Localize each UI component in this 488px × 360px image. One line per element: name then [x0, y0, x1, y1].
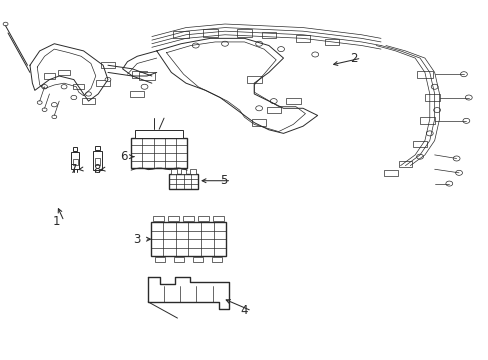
Bar	[193, 257, 203, 262]
Text: 8: 8	[93, 163, 100, 176]
Circle shape	[311, 52, 318, 57]
Bar	[95, 146, 100, 150]
Circle shape	[41, 85, 47, 89]
Circle shape	[141, 84, 148, 89]
Bar	[252, 120, 265, 126]
Circle shape	[52, 115, 57, 119]
Circle shape	[426, 131, 432, 136]
Circle shape	[105, 77, 111, 82]
Bar	[213, 216, 224, 221]
Bar	[73, 158, 78, 165]
Circle shape	[192, 43, 199, 48]
Bar	[262, 32, 275, 38]
Circle shape	[61, 85, 67, 89]
Bar	[183, 216, 193, 221]
Text: 6: 6	[120, 150, 127, 163]
Bar	[132, 71, 147, 78]
Circle shape	[416, 154, 423, 159]
Bar	[325, 39, 338, 45]
Text: 7: 7	[70, 163, 78, 176]
Bar	[101, 62, 115, 68]
Bar	[246, 76, 261, 83]
Bar	[398, 161, 411, 167]
Bar	[135, 130, 183, 138]
Bar	[266, 107, 280, 113]
Bar	[139, 72, 155, 80]
Bar	[93, 151, 102, 170]
Bar	[44, 73, 55, 78]
Text: 5: 5	[220, 174, 227, 187]
Circle shape	[430, 84, 437, 89]
Circle shape	[452, 156, 459, 161]
Bar	[155, 257, 164, 262]
Bar	[412, 141, 426, 147]
Circle shape	[270, 99, 277, 104]
Circle shape	[277, 46, 284, 51]
Bar	[171, 169, 177, 174]
Bar	[198, 216, 208, 221]
Bar	[416, 71, 432, 78]
Bar	[211, 257, 221, 262]
Circle shape	[42, 108, 47, 112]
Circle shape	[460, 72, 467, 77]
Bar	[150, 222, 226, 256]
Bar	[180, 169, 186, 174]
Bar	[73, 84, 84, 89]
Circle shape	[455, 170, 462, 175]
Bar	[73, 147, 77, 151]
Bar	[295, 35, 310, 42]
Text: 4: 4	[240, 305, 248, 318]
Circle shape	[3, 22, 8, 26]
Bar	[94, 158, 100, 165]
Circle shape	[433, 108, 440, 113]
Circle shape	[445, 181, 452, 186]
Circle shape	[71, 95, 77, 100]
Bar	[81, 98, 95, 104]
Bar	[203, 30, 217, 37]
Bar	[419, 117, 434, 124]
Bar	[96, 80, 110, 86]
Bar	[71, 152, 79, 169]
Text: 2: 2	[350, 51, 357, 64]
Bar	[173, 31, 188, 39]
Circle shape	[255, 41, 262, 46]
Bar	[131, 138, 187, 168]
Circle shape	[255, 106, 262, 111]
Circle shape	[85, 92, 91, 96]
Circle shape	[221, 41, 228, 46]
Text: 1: 1	[53, 215, 61, 228]
Bar	[285, 98, 300, 104]
Bar	[424, 94, 439, 101]
Bar	[130, 91, 144, 97]
Circle shape	[37, 101, 42, 104]
Bar	[174, 257, 183, 262]
Bar	[237, 30, 251, 37]
Circle shape	[465, 95, 471, 100]
Bar	[153, 216, 163, 221]
Bar	[169, 174, 197, 189]
Circle shape	[462, 118, 469, 123]
Circle shape	[51, 103, 57, 107]
Bar	[58, 70, 70, 75]
Bar	[190, 169, 196, 174]
Text: 3: 3	[133, 233, 141, 246]
Bar	[167, 216, 178, 221]
Bar	[383, 170, 397, 176]
